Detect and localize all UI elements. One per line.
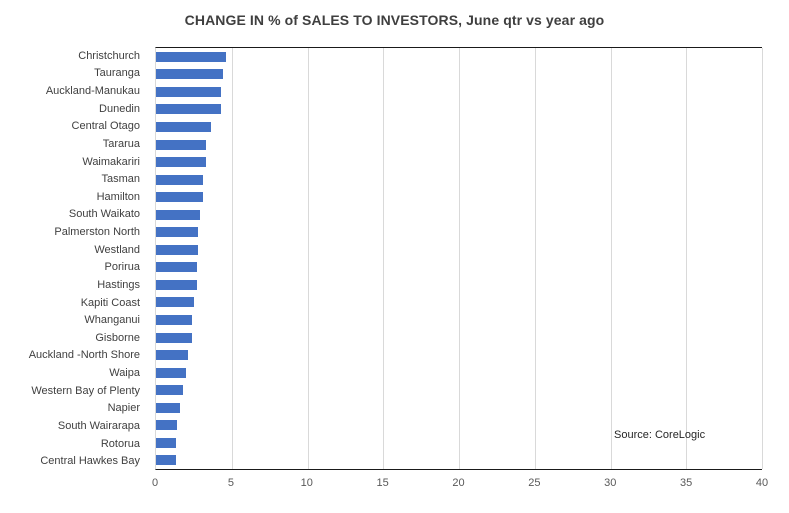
bar [156, 385, 184, 396]
category-label: Rotorua [100, 437, 140, 450]
gridline-5 [231, 48, 233, 469]
bar-row [156, 346, 762, 364]
x-tick-label: 10 [300, 477, 313, 489]
category-label: Auckland -North Shore [28, 349, 140, 362]
bar [156, 367, 187, 378]
gridline-25 [534, 48, 536, 469]
x-tick-label: 40 [755, 477, 769, 489]
source-note: Source: CoreLogic [614, 429, 706, 441]
category-label: Western Bay of Plenty [31, 384, 140, 397]
category-label: Porirua [104, 261, 140, 274]
bar-row [156, 434, 762, 452]
bar [156, 51, 226, 62]
category-label: Waipa [109, 367, 140, 380]
category-label: Tasman [101, 173, 140, 186]
value-axis: 0 5 10 15 20 25 30 35 40 [0, 477, 789, 493]
x-tick-label: 20 [452, 477, 465, 489]
bar-series [156, 48, 762, 469]
bar [156, 455, 176, 466]
bar-row [156, 381, 762, 399]
category-label: Tararua [102, 137, 140, 150]
bar [156, 209, 200, 220]
bar [156, 69, 223, 80]
category-label: Kapiti Coast [80, 296, 140, 309]
bar [156, 297, 194, 308]
category-label: Whanganui [84, 314, 140, 327]
category-label: Hastings [97, 278, 140, 291]
gridline-10 [307, 48, 309, 469]
bar-row [156, 329, 762, 347]
bar [156, 437, 176, 448]
category-label: Westland [94, 243, 140, 256]
bar-row [156, 364, 762, 382]
chart-title: CHANGE IN % of SALES TO INVESTORS, June … [184, 12, 605, 28]
bar-row [156, 276, 762, 294]
bar-row [156, 259, 762, 277]
plot-area [155, 47, 763, 470]
bar [156, 174, 203, 185]
bar-row [156, 118, 762, 136]
category-label: Waimakariri [82, 155, 140, 168]
category-label: Auckland-Manukau [45, 85, 140, 98]
category-label: Christchurch [78, 49, 140, 62]
bar-row [156, 171, 762, 189]
bar-row [156, 153, 762, 171]
category-axis: Christchurch Tauranga Auckland-Manukau Dune… [0, 47, 148, 470]
bar [156, 262, 197, 273]
bar-row [156, 399, 762, 417]
bar-row [156, 311, 762, 329]
bar-row [156, 223, 762, 241]
category-label: South Wairarapa [57, 419, 140, 432]
category-label: Napier [107, 402, 140, 415]
x-tick-label: 30 [604, 477, 617, 489]
bar [156, 139, 206, 150]
gridline-30 [610, 48, 612, 469]
bar [156, 332, 193, 343]
bar [156, 86, 222, 97]
bar [156, 192, 203, 203]
bar-row [156, 452, 762, 470]
bar [156, 104, 222, 115]
bar [156, 121, 211, 132]
bar-row [156, 206, 762, 224]
category-label: Hamilton [96, 190, 140, 203]
gridline-40 [762, 48, 763, 469]
category-label: Tauranga [94, 67, 140, 80]
category-label: Palmerston North [54, 226, 140, 239]
bar-row [156, 188, 762, 206]
category-label: Gisborne [95, 331, 140, 344]
bar [156, 420, 178, 431]
category-label: Central Otago [71, 120, 140, 133]
bar [156, 350, 188, 361]
bar [156, 244, 199, 255]
bar-row [156, 136, 762, 154]
gridline-20 [459, 48, 460, 469]
bar-row [156, 48, 762, 66]
category-label: Central Hawkes Bay [40, 455, 140, 468]
bar-row [156, 101, 762, 119]
x-tick-label: 0 [151, 477, 159, 489]
category-label: Dunedin [99, 102, 140, 115]
bar [156, 279, 197, 290]
category-label: South Waikato [68, 208, 140, 221]
gridline-35 [686, 48, 688, 469]
bar [156, 402, 181, 413]
bar-row [156, 66, 762, 84]
bar-row [156, 241, 762, 259]
bar [156, 157, 206, 168]
bar-row [156, 416, 762, 434]
x-tick-label: 15 [376, 477, 389, 489]
x-tick-label: 5 [227, 477, 234, 489]
x-tick-label: 25 [528, 477, 541, 489]
bar-row [156, 294, 762, 312]
gridline-15 [383, 48, 385, 469]
x-tick-label: 35 [680, 477, 693, 489]
bar [156, 314, 193, 325]
bar-row [156, 83, 762, 101]
bar [156, 227, 199, 238]
